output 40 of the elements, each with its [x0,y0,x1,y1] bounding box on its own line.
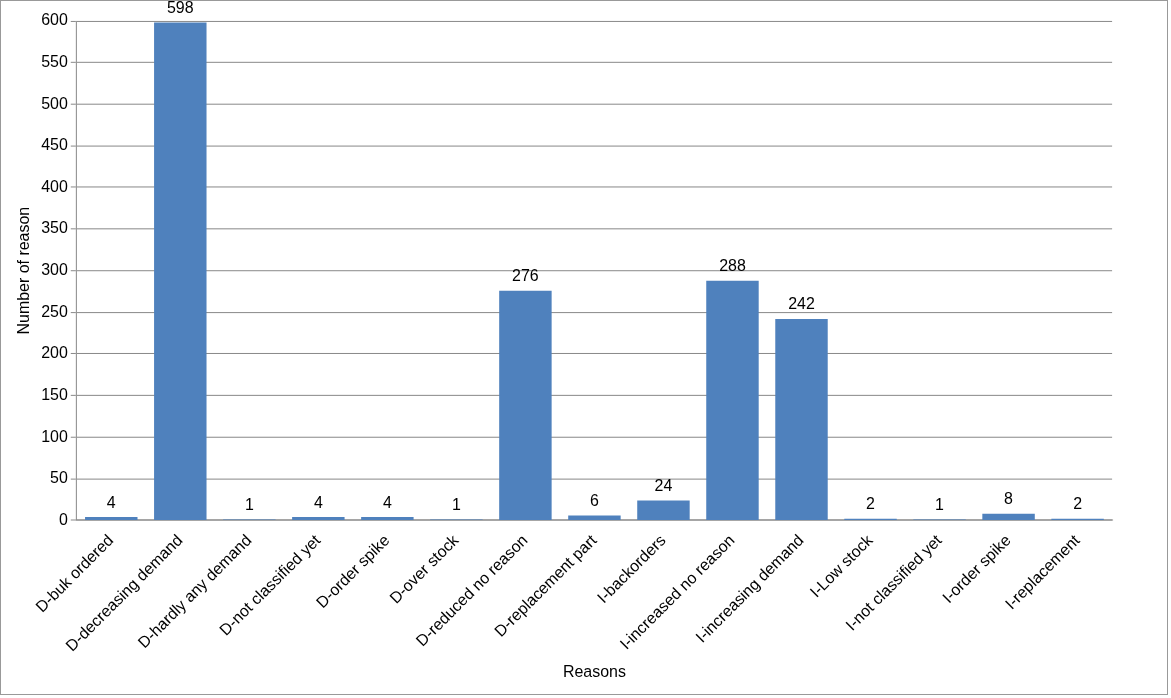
bar [85,517,138,520]
bar [292,517,345,520]
bar [637,500,690,520]
data-label: 242 [788,295,815,313]
data-label: 598 [166,0,194,17]
y-tick-label: 600 [41,11,68,29]
data-label: 276 [512,267,539,285]
bar [361,517,414,520]
data-label: 288 [719,257,746,275]
bar [775,318,828,520]
bar [568,515,621,520]
y-tick-label: 300 [41,261,68,279]
y-tick-label: 350 [41,219,68,237]
data-label: 4 [313,493,323,511]
data-label: 2 [1073,495,1083,513]
data-label: 4 [106,493,116,511]
y-tick-label: 50 [50,469,68,487]
bar [499,290,552,520]
data-label: 6 [589,491,599,509]
y-tick-label: 150 [41,385,68,403]
x-axis-title: Reasons [562,662,626,680]
bar [982,513,1035,520]
y-tick-label: 0 [58,510,68,528]
y-tick-label: 500 [41,94,68,112]
y-axis-title: Number of reason [14,206,32,335]
y-tick-label: 100 [41,427,68,445]
data-label: 1 [451,496,461,514]
y-tick-label: 400 [41,177,68,195]
bar [706,280,759,520]
data-label: 1 [244,496,254,514]
y-tick-label: 250 [41,302,68,320]
y-tick-label: 200 [41,344,68,362]
y-tick-label: 550 [41,52,68,70]
data-label: 8 [1004,490,1014,508]
data-label: 2 [866,495,876,513]
data-label: 4 [382,493,392,511]
data-label: 24 [654,476,673,494]
y-tick-label: 450 [41,136,68,154]
data-label: 1 [935,496,945,514]
bar [154,22,207,520]
